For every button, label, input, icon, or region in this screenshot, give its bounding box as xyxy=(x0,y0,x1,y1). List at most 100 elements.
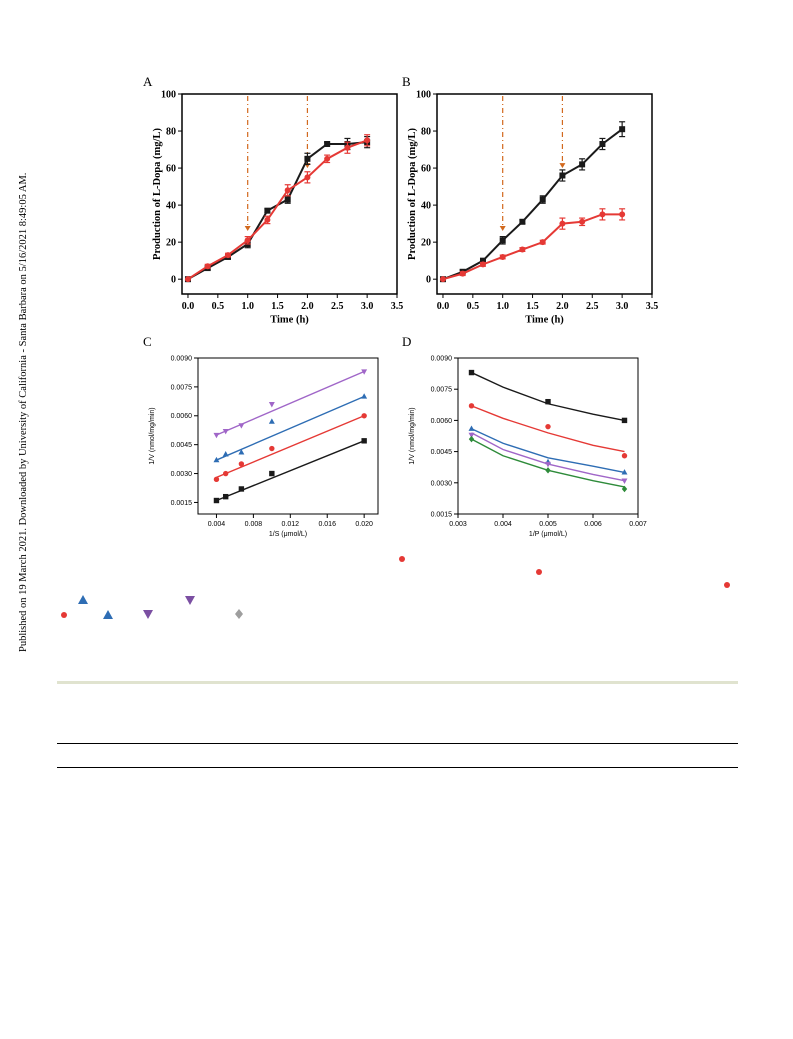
data-point xyxy=(268,418,275,424)
y-axis-label: 1/V (nmol/mg/min) xyxy=(149,407,156,464)
chart-panel-d: 0.003 0.004 0.005 0.006 0.007 0.0015 0.0030 0.0… xyxy=(409,355,647,538)
x-tick-label: 0.0 xyxy=(182,301,195,312)
data-point xyxy=(621,417,628,424)
x-tick-label: 0.012 xyxy=(282,521,300,528)
data-point xyxy=(621,469,628,475)
x-tick-label: 2.0 xyxy=(556,301,569,312)
data-point xyxy=(222,470,229,477)
series-blue xyxy=(213,393,368,463)
data-point xyxy=(621,478,628,484)
data-point xyxy=(559,172,566,179)
x-tick-label: 0.020 xyxy=(355,521,373,528)
y-tick-label: 0.0090 xyxy=(431,355,453,362)
y-tick-label: 100 xyxy=(161,90,176,101)
caption-symbol xyxy=(103,610,113,619)
data-point xyxy=(361,413,367,419)
x-tick-label: 0.0 xyxy=(437,301,450,312)
data-point xyxy=(238,423,245,429)
data-point xyxy=(459,270,466,277)
y-tick-label: 0.0060 xyxy=(431,418,453,425)
y-tick-label: 20 xyxy=(166,238,176,249)
fit-line xyxy=(471,405,625,453)
y-tick-label: 80 xyxy=(166,127,176,138)
y-axis-label: Production of L-Dopa (mg/L) xyxy=(407,128,418,260)
data-point xyxy=(545,398,551,405)
fit-line xyxy=(216,415,365,479)
x-tick-label: 2.0 xyxy=(301,301,314,312)
x-tick-label: 3.5 xyxy=(391,301,404,312)
series-red xyxy=(439,208,626,283)
y-tick-label: 60 xyxy=(421,164,431,175)
data-point xyxy=(619,211,626,218)
data-point xyxy=(545,467,551,474)
panel-label-b: B xyxy=(402,74,411,89)
x-tick-label: 0.5 xyxy=(467,301,480,312)
chart-panel-a: 0.0 0.5 1.0 1.5 2.0 2.5 3.0 3.5 0 20 40 60 80 100 Time… xyxy=(152,90,404,326)
data-point xyxy=(621,453,628,459)
data-point xyxy=(238,486,245,492)
x-tick-label: 2.5 xyxy=(331,301,344,312)
x-tick-label: 0.004 xyxy=(494,521,512,528)
y-tick-label: 0.0075 xyxy=(171,384,193,391)
plot-frame xyxy=(181,93,398,295)
data-point xyxy=(264,216,271,223)
fit-line xyxy=(216,440,365,502)
data-point xyxy=(213,497,220,504)
data-point xyxy=(268,402,275,408)
data-point xyxy=(361,393,368,399)
data-point xyxy=(619,126,626,133)
caption-symbol xyxy=(61,612,67,618)
x-axis-label: 1/S (μmol/L) xyxy=(269,531,307,538)
data-point xyxy=(222,493,229,500)
x-tick-label: 1.5 xyxy=(526,301,539,312)
data-point xyxy=(238,461,245,467)
table-top-rule xyxy=(57,743,738,744)
x-tick-label: 0.006 xyxy=(584,521,602,528)
x-axis-label: Time (h) xyxy=(525,315,564,326)
plot-frame xyxy=(436,93,653,295)
y-tick-label: 0.0015 xyxy=(171,500,193,507)
caption-symbol xyxy=(399,556,405,562)
data-point xyxy=(204,263,211,270)
data-point xyxy=(213,476,220,483)
y-tick-label: 40 xyxy=(166,201,176,212)
x-tick-label: 3.0 xyxy=(361,301,374,312)
x-axis-label: Time (h) xyxy=(270,315,309,326)
x-tick-label: 3.5 xyxy=(646,301,659,312)
panel-label-d: D xyxy=(402,334,412,349)
data-point xyxy=(545,461,551,468)
caption-symbol xyxy=(235,609,243,619)
data-point xyxy=(559,220,566,227)
data-point xyxy=(213,456,220,463)
data-point xyxy=(222,429,229,435)
y-tick-label: 0.0045 xyxy=(431,449,453,456)
x-tick-label: 0.005 xyxy=(539,521,557,528)
data-point xyxy=(184,276,191,283)
y-tick-label: 0.0045 xyxy=(171,442,193,449)
series-black xyxy=(213,438,367,504)
series-black xyxy=(468,369,628,424)
series-line xyxy=(187,141,368,281)
y-tick-label: 0.0030 xyxy=(171,471,193,478)
y-tick-label: 0.0090 xyxy=(171,355,193,362)
x-tick-label: 1.0 xyxy=(241,301,254,312)
data-point xyxy=(499,253,506,260)
series-line xyxy=(442,213,623,281)
data-point xyxy=(324,141,331,147)
caption-symbol xyxy=(143,610,153,619)
data-point xyxy=(284,187,291,194)
annotation-arrow xyxy=(499,226,506,232)
x-tick-label: 0.003 xyxy=(449,521,467,528)
caption-symbol xyxy=(536,569,542,575)
x-tick-label: 1.0 xyxy=(496,301,509,312)
data-point xyxy=(244,237,251,244)
data-point xyxy=(361,438,367,444)
y-tick-label: 0.0060 xyxy=(171,413,193,420)
data-point xyxy=(579,218,586,225)
y-tick-label: 60 xyxy=(166,164,176,175)
data-point xyxy=(439,276,446,283)
y-tick-label: 0.0015 xyxy=(431,511,453,518)
table-header-rule xyxy=(57,767,738,768)
data-point xyxy=(238,449,245,455)
data-point xyxy=(621,485,628,493)
